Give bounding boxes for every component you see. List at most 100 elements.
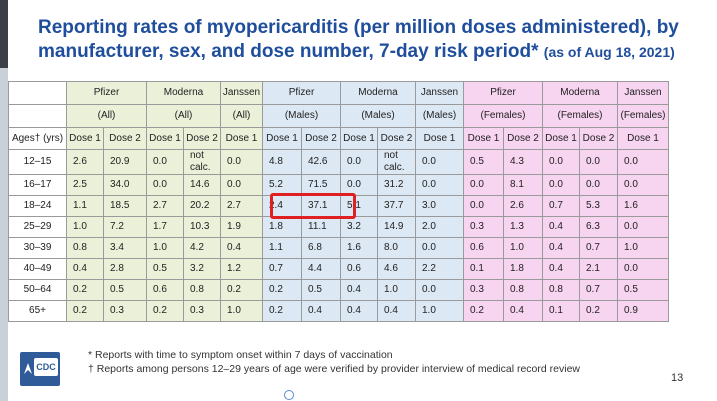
header-manufacturer-cell: Janssen (415, 81, 464, 105)
rate-cell: 3.2 (340, 216, 378, 238)
rate-cell: 5.3 (579, 195, 618, 217)
rate-cell: 0.4 (340, 300, 378, 322)
header-manufacturer-cell: Moderna (542, 81, 618, 105)
header-sex-cell: (All) (66, 104, 147, 128)
header-dose-cell: Dose 2 (183, 127, 221, 150)
rate-cell: 2.2 (415, 258, 464, 280)
rate-cell: 1.6 (340, 237, 378, 259)
rate-cell: 0.0 (542, 174, 580, 196)
header-sex-cell: (Males) (262, 104, 341, 128)
header-dose-cell: Dose 1 (617, 127, 669, 150)
rate-cell: 4.6 (377, 258, 416, 280)
rate-cell: 0.0 (579, 149, 618, 175)
rate-cell: 0.6 (463, 237, 504, 259)
rate-cell: 0.5 (301, 279, 341, 301)
table-row: 65+ 0.2 0.3 0.2 0.3 1.0 0.2 0.4 0.4 0.4 1.0 0.2 0.4 0… (8, 300, 669, 322)
rate-cell: 0.5 (146, 258, 184, 280)
rate-cell: 0.4 (503, 300, 543, 322)
rate-cell: 0.9 (617, 300, 669, 322)
rate-cell: 4.3 (503, 149, 543, 175)
header-row-sex: (All) (All) (All) (Males) (Males) (Males) (Fem… (8, 104, 669, 128)
rate-cell: 0.0 (415, 279, 464, 301)
header-manufacturer-cell: Pfizer (463, 81, 543, 105)
age-cell: 25–29 (8, 216, 67, 238)
rate-cell: 0.2 (262, 300, 302, 322)
header-dose-cell: Dose 1 (542, 127, 580, 150)
header-row-dose: Ages† (yrs) Dose 1 Dose 2 Dose 1 Dose 2 Dose … (8, 127, 669, 150)
rate-cell: 1.0 (220, 300, 263, 322)
rate-cell: 0.7 (579, 237, 618, 259)
rate-cell: 4.4 (301, 258, 341, 280)
rate-cell: 1.0 (503, 237, 543, 259)
eagle-icon (24, 363, 32, 374)
header-manufacturer-cell: Janssen (220, 81, 263, 105)
table-row: 30–39 0.8 3.4 1.0 4.2 0.4 1.1 6.8 1.6 8.0 0.0 0.6 1.… (8, 237, 669, 259)
rate-cell: not calc. (377, 149, 416, 175)
rate-cell: 0.0 (415, 174, 464, 196)
rate-cell: 1.0 (66, 216, 104, 238)
rate-cell: 0.0 (220, 149, 263, 175)
rate-cell: 0.2 (262, 279, 302, 301)
rate-cell: 1.6 (617, 195, 669, 217)
rate-cell: 0.0 (463, 195, 504, 217)
rate-cell: 0.2 (220, 279, 263, 301)
left-accent-bar (0, 0, 8, 401)
header-sex-cell: (Males) (415, 104, 464, 128)
rate-cell: 6.8 (301, 237, 341, 259)
rate-cell: 0.0 (579, 174, 618, 196)
age-cell: 16–17 (8, 174, 67, 196)
rate-cell: 6.3 (579, 216, 618, 238)
header-dose-cell: Dose 1 (220, 127, 263, 150)
header-manufacturer-cell: Pfizer (66, 81, 147, 105)
rate-cell: 4.8 (262, 149, 302, 175)
rate-cell: 0.5 (463, 149, 504, 175)
header-dose-cell: Dose 2 (579, 127, 618, 150)
title-date: (as of Aug 18, 2021) (543, 44, 675, 60)
rate-cell: 1.2 (220, 258, 263, 280)
header-manufacturer-cell: Moderna (340, 81, 416, 105)
rate-cell: 3.4 (103, 237, 147, 259)
age-cell: 12–15 (8, 149, 67, 175)
rate-cell: 0.3 (463, 279, 504, 301)
rate-cell: 0.5 (617, 279, 669, 301)
rate-cell: 1.0 (415, 300, 464, 322)
rate-cell: 34.0 (103, 174, 147, 196)
rate-cell: not calc. (183, 149, 221, 175)
rate-cell: 0.0 (617, 149, 669, 175)
header-manufacturer-cell: Moderna (146, 81, 221, 105)
age-cell: 40–49 (8, 258, 67, 280)
rate-cell: 3.0 (415, 195, 464, 217)
header-dose-cell: Dose 1 (340, 127, 378, 150)
rate-cell: 20.9 (103, 149, 147, 175)
footnotes: * Reports with time to symptom onset wit… (88, 348, 580, 376)
rate-cell: 0.0 (617, 216, 669, 238)
header-sex-cell: (Females) (542, 104, 618, 128)
rate-cell: 0.8 (503, 279, 543, 301)
scroll-position-indicator[interactable] (284, 390, 294, 400)
rate-cell: 1.1 (66, 195, 104, 217)
rate-cell: 8.0 (377, 237, 416, 259)
header-dose-cell: Dose 2 (377, 127, 416, 150)
rate-cell: 71.5 (301, 174, 341, 196)
left-accent-dark (0, 0, 8, 68)
rate-cell: 3.2 (183, 258, 221, 280)
rate-cell: 0.5 (103, 279, 147, 301)
rate-cell: 2.6 (66, 149, 104, 175)
header-dose-cell: Dose 1 (146, 127, 184, 150)
rate-cell: 37.7 (377, 195, 416, 217)
rate-cell: 0.2 (146, 300, 184, 322)
rate-cell: 8.1 (503, 174, 543, 196)
rate-cell: 18.5 (103, 195, 147, 217)
rate-cell: 0.3 (463, 216, 504, 238)
rate-cell: 0.0 (542, 149, 580, 175)
rate-cell: 0.6 (146, 279, 184, 301)
rate-cell: 0.2 (66, 300, 104, 322)
rate-cell: 2.7 (220, 195, 263, 217)
rate-cell: 1.8 (262, 216, 302, 238)
header-dose-cell: Dose 1 (415, 127, 464, 150)
age-cell: 65+ (8, 300, 67, 322)
rate-cell: 0.1 (542, 300, 580, 322)
header-empty-cell (8, 104, 67, 128)
rate-cell: 14.9 (377, 216, 416, 238)
